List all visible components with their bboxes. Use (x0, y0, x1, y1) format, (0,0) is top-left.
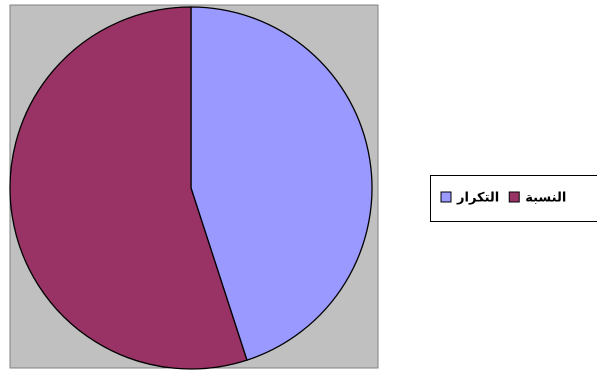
pie-slice (9, 6, 248, 370)
pie-slice (190, 6, 373, 361)
legend: التكرار النسبة (440, 191, 566, 206)
legend-swatch (508, 191, 520, 203)
legend-label: التكرار (456, 191, 499, 206)
legend-swatch (440, 191, 452, 203)
legend-label: النسبة (525, 191, 566, 206)
pie (9, 6, 373, 370)
